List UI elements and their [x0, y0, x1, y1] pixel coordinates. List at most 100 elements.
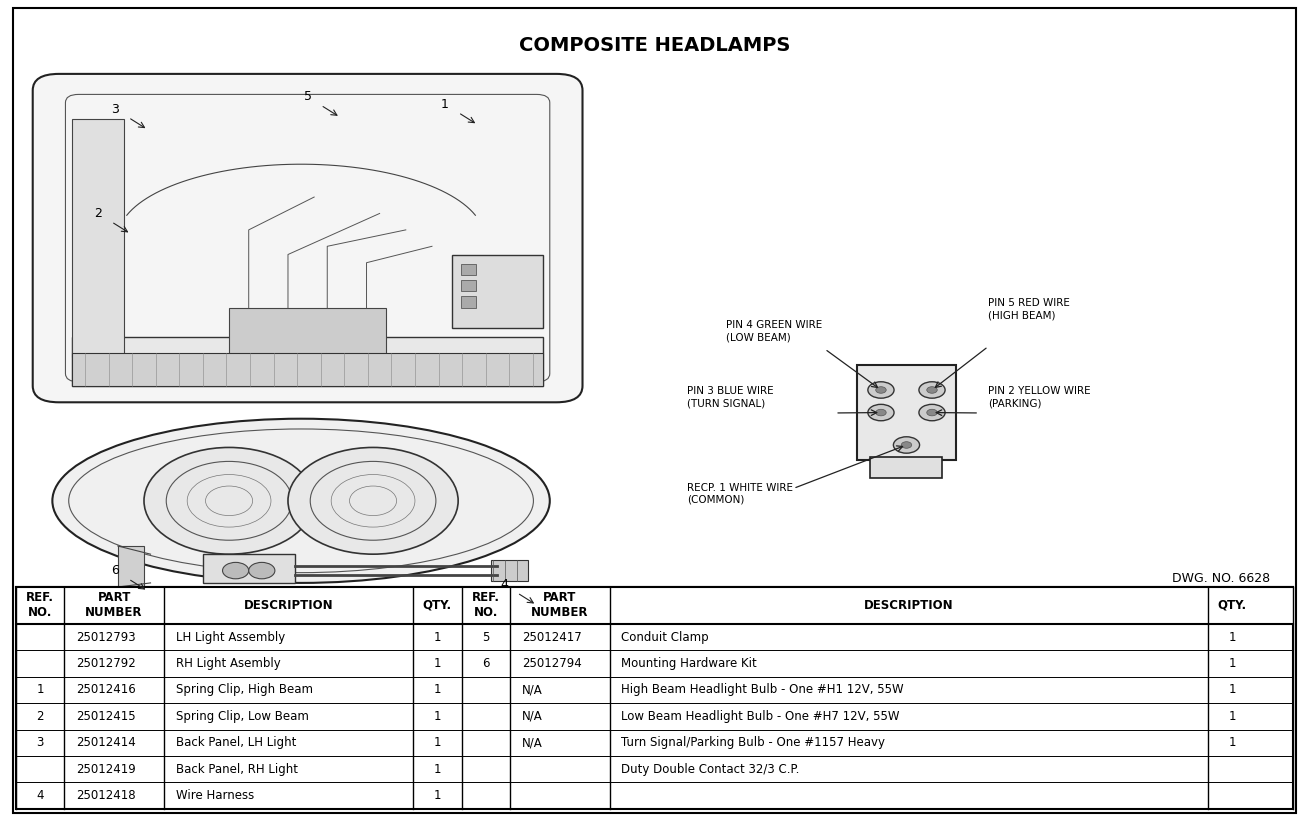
- Bar: [857, 365, 956, 460]
- Bar: [461, 296, 476, 308]
- Text: Back Panel, LH Light: Back Panel, LH Light: [175, 736, 296, 750]
- Text: RH Light Asembly: RH Light Asembly: [175, 657, 280, 670]
- Text: 1: 1: [433, 631, 441, 644]
- Text: QTY.: QTY.: [1217, 599, 1246, 612]
- Text: 1: 1: [1228, 683, 1236, 696]
- Text: Turn Signal/Parking Bulb - One #1157 Heavy: Turn Signal/Parking Bulb - One #1157 Hea…: [622, 736, 885, 750]
- Text: 3: 3: [37, 736, 43, 750]
- Text: QTY.: QTY.: [423, 599, 452, 612]
- Text: NO.: NO.: [474, 606, 497, 618]
- Circle shape: [876, 410, 886, 415]
- Text: (COMMON): (COMMON): [687, 495, 745, 505]
- Text: (LOW BEAM): (LOW BEAM): [726, 333, 791, 342]
- Text: NO.: NO.: [27, 606, 52, 618]
- Bar: [72, 119, 124, 357]
- Text: NUMBER: NUMBER: [85, 606, 143, 618]
- Text: PIN 2 YELLOW WIRE: PIN 2 YELLOW WIRE: [988, 386, 1090, 396]
- Bar: [72, 337, 543, 386]
- Text: (TURN SIGNAL): (TURN SIGNAL): [687, 398, 766, 408]
- Text: RECP. 1 WHITE WIRE: RECP. 1 WHITE WIRE: [687, 483, 793, 493]
- Bar: [16, 587, 1293, 624]
- Text: LH Light Assembly: LH Light Assembly: [175, 631, 285, 644]
- Circle shape: [927, 410, 937, 415]
- Text: 1: 1: [433, 683, 441, 696]
- Circle shape: [144, 447, 314, 554]
- Text: Mounting Hardware Kit: Mounting Hardware Kit: [622, 657, 757, 670]
- Text: (PARKING): (PARKING): [988, 398, 1042, 408]
- Circle shape: [868, 382, 894, 398]
- Bar: [118, 546, 144, 587]
- Text: DESCRIPTION: DESCRIPTION: [864, 599, 953, 612]
- Text: Spring Clip, High Beam: Spring Clip, High Beam: [175, 683, 313, 696]
- Text: 25012793: 25012793: [76, 631, 136, 644]
- Text: Wire Harness: Wire Harness: [175, 789, 254, 802]
- Text: 1: 1: [441, 98, 449, 111]
- Text: (HIGH BEAM): (HIGH BEAM): [988, 310, 1056, 320]
- Text: 4: 4: [500, 578, 508, 591]
- Text: 25012417: 25012417: [522, 631, 581, 644]
- Text: 5: 5: [304, 90, 312, 103]
- Text: 1: 1: [1228, 631, 1236, 644]
- Bar: [452, 255, 543, 328]
- Text: 3: 3: [111, 103, 119, 116]
- Text: Low Beam Headlight Bulb - One #H7 12V, 55W: Low Beam Headlight Bulb - One #H7 12V, 5…: [622, 710, 901, 722]
- Circle shape: [223, 562, 249, 579]
- Bar: [203, 554, 295, 583]
- Circle shape: [893, 437, 919, 453]
- Bar: [461, 264, 476, 275]
- Text: Conduit Clamp: Conduit Clamp: [622, 631, 709, 644]
- Text: 6: 6: [482, 657, 490, 670]
- Text: COMPOSITE HEADLAMPS: COMPOSITE HEADLAMPS: [518, 35, 791, 55]
- Text: 2: 2: [37, 710, 43, 722]
- Text: 25012794: 25012794: [522, 657, 581, 670]
- Text: 6: 6: [111, 564, 119, 577]
- Text: 1: 1: [1228, 736, 1236, 750]
- Text: 25012415: 25012415: [76, 710, 136, 722]
- Bar: [229, 308, 386, 365]
- Text: PIN 3 BLUE WIRE: PIN 3 BLUE WIRE: [687, 386, 774, 396]
- Text: 5: 5: [482, 631, 490, 644]
- Text: 4: 4: [37, 789, 43, 802]
- Circle shape: [919, 382, 945, 398]
- Text: N/A: N/A: [522, 710, 542, 722]
- Text: REF.: REF.: [26, 591, 54, 603]
- Bar: [16, 587, 1293, 809]
- Text: 1: 1: [433, 657, 441, 670]
- Text: 25012418: 25012418: [76, 789, 136, 802]
- Text: Duty Double Contact 32/3 C.P.: Duty Double Contact 32/3 C.P.: [622, 763, 800, 776]
- Text: 25012419: 25012419: [76, 763, 136, 776]
- Text: 1: 1: [433, 763, 441, 776]
- Circle shape: [876, 387, 886, 393]
- Circle shape: [901, 442, 911, 448]
- Text: N/A: N/A: [522, 683, 542, 696]
- Bar: [870, 457, 942, 478]
- Circle shape: [868, 405, 894, 421]
- Bar: [72, 353, 543, 386]
- Text: 2: 2: [94, 207, 102, 220]
- Text: PIN 5 RED WIRE: PIN 5 RED WIRE: [988, 298, 1071, 308]
- Circle shape: [927, 387, 937, 393]
- Text: N/A: N/A: [522, 736, 542, 750]
- Text: Spring Clip, Low Beam: Spring Clip, Low Beam: [175, 710, 309, 722]
- Bar: [491, 560, 528, 581]
- Text: PIN 4 GREEN WIRE: PIN 4 GREEN WIRE: [726, 320, 823, 330]
- Text: 1: 1: [1228, 657, 1236, 670]
- Text: PART: PART: [543, 591, 577, 603]
- Text: 25012416: 25012416: [76, 683, 136, 696]
- Text: 25012792: 25012792: [76, 657, 136, 670]
- Text: 1: 1: [433, 710, 441, 722]
- Text: 1: 1: [37, 683, 43, 696]
- Circle shape: [249, 562, 275, 579]
- Text: 1: 1: [433, 789, 441, 802]
- Text: PART: PART: [97, 591, 131, 603]
- Text: NUMBER: NUMBER: [531, 606, 589, 618]
- Circle shape: [919, 405, 945, 421]
- Text: REF.: REF.: [471, 591, 500, 603]
- FancyBboxPatch shape: [33, 74, 583, 402]
- Text: 25012414: 25012414: [76, 736, 136, 750]
- Text: 1: 1: [433, 736, 441, 750]
- Bar: [461, 280, 476, 291]
- Text: DWG. NO. 6628: DWG. NO. 6628: [1172, 572, 1270, 585]
- Text: High Beam Headlight Bulb - One #H1 12V, 55W: High Beam Headlight Bulb - One #H1 12V, …: [622, 683, 905, 696]
- Text: Back Panel, RH Light: Back Panel, RH Light: [175, 763, 297, 776]
